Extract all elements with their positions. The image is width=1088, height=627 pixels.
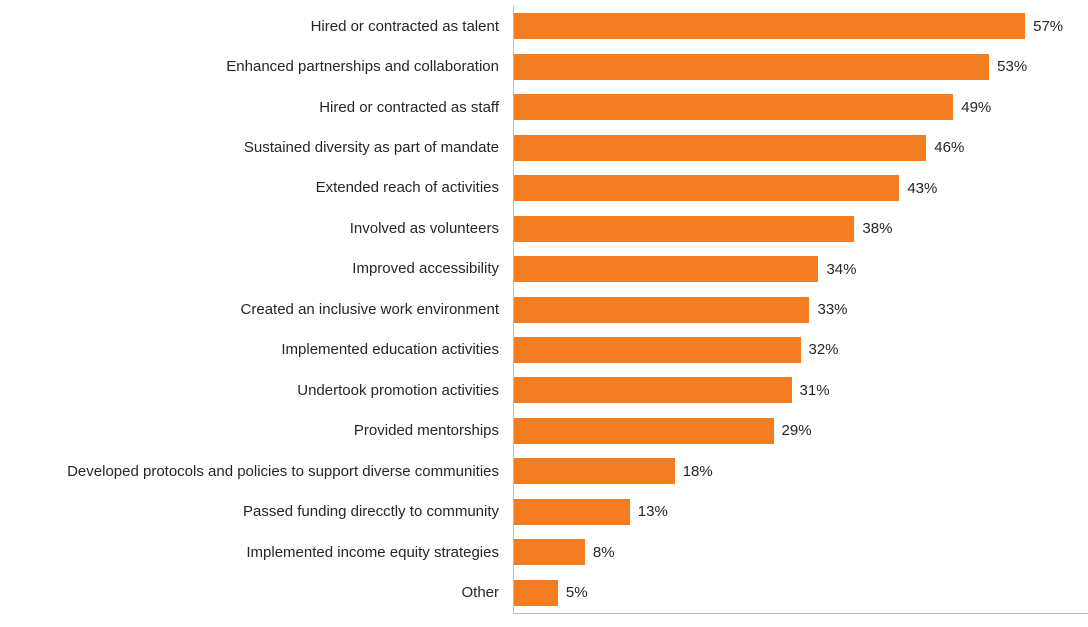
category-label: Hired or contracted as talent (310, 17, 499, 35)
bar-row: Passed funding direcctly to community 13% (0, 492, 1088, 532)
category-label: Provided mentorships (353, 422, 499, 440)
chart-rows: Hired or contracted as talent 57% Enhanced… (0, 6, 1088, 613)
bar (513, 296, 810, 323)
bar (513, 336, 801, 363)
bar-row: Implemented income equity strategies 8% (0, 532, 1088, 572)
value-label: 31% (799, 381, 830, 399)
bar-track: 38% (513, 208, 1088, 248)
category-label: Improved accessibility (352, 260, 499, 278)
category-label: Sustained diversity as part of mandate (243, 139, 499, 157)
bar (513, 539, 585, 566)
bar-row: Sustained diversity as part of mandate 46… (0, 127, 1088, 167)
value-label: 38% (862, 220, 893, 238)
bar (513, 94, 954, 121)
bar-track: 33% (513, 289, 1088, 329)
bar-track: 13% (513, 492, 1088, 532)
bar-row: Involved as volunteers 38% (0, 208, 1088, 248)
value-label: 29% (781, 422, 812, 440)
value-label: 34% (826, 260, 857, 278)
bar-track: 5% (513, 573, 1088, 613)
category-label: Implemented education activities (281, 341, 499, 359)
value-label: 5% (565, 584, 588, 602)
bar-row: Provided mentorships 29% (0, 411, 1088, 451)
bar (513, 13, 1026, 40)
bar-row: Hired or contracted as talent 57% (0, 6, 1088, 46)
bar-track: 57% (513, 6, 1088, 46)
value-label: 43% (907, 179, 938, 197)
bar-row: Improved accessibility 34% (0, 249, 1088, 289)
bar-row: Extended reach of activities 43% (0, 168, 1088, 208)
bar (513, 377, 792, 404)
category-label: Other (461, 584, 499, 602)
category-label: Created an inclusive work environment (240, 300, 499, 318)
bar (513, 498, 630, 525)
bar (513, 458, 675, 485)
value-label: 8% (592, 543, 615, 561)
bar (513, 579, 558, 606)
bar-track: 31% (513, 370, 1088, 410)
bar-row: Developed protocols and policies to supp… (0, 451, 1088, 491)
value-label: 49% (961, 98, 992, 116)
value-label: 33% (817, 301, 848, 319)
y-axis-line (513, 6, 514, 614)
category-label: Hired or contracted as staff (319, 98, 499, 116)
bar (513, 417, 774, 444)
value-label: 32% (808, 341, 839, 359)
value-label: 46% (934, 139, 965, 157)
bar (513, 175, 900, 202)
category-label: Implemented income equity strategies (246, 543, 499, 561)
bar-row: Implemented education activities 32% (0, 330, 1088, 370)
bar-track: 32% (513, 330, 1088, 370)
bar (513, 215, 855, 242)
bar-track: 34% (513, 249, 1088, 289)
bar-track: 8% (513, 532, 1088, 572)
category-label: Passed funding direcctly to community (243, 503, 499, 521)
bar-track: 43% (513, 168, 1088, 208)
bar-row: Created an inclusive work environment 33% (0, 289, 1088, 329)
value-label: 53% (997, 58, 1028, 76)
bar-row: Other 5% (0, 573, 1088, 613)
bar-track: 53% (513, 46, 1088, 86)
bar-track: 29% (513, 411, 1088, 451)
value-label: 57% (1033, 17, 1064, 35)
category-label: Enhanced partnerships and collaboration (226, 58, 499, 76)
x-axis-line (513, 613, 1088, 614)
bar-row: Undertook promotion activities 31% (0, 370, 1088, 410)
bar-row: Hired or contracted as staff 49% (0, 87, 1088, 127)
category-label: Involved as volunteers (349, 219, 499, 237)
category-label: Developed protocols and policies to supp… (67, 462, 499, 480)
category-label: Extended reach of activities (315, 179, 499, 197)
value-label: 13% (637, 503, 668, 521)
bar-track: 46% (513, 127, 1088, 167)
bar-track: 49% (513, 87, 1088, 127)
bar-track: 18% (513, 451, 1088, 491)
bar-row: Enhanced partnerships and collaboration 5… (0, 46, 1088, 86)
bar (513, 256, 819, 283)
category-label: Undertook promotion activities (297, 381, 499, 399)
bar (513, 134, 927, 161)
bar (513, 53, 990, 80)
value-label: 18% (682, 462, 713, 480)
